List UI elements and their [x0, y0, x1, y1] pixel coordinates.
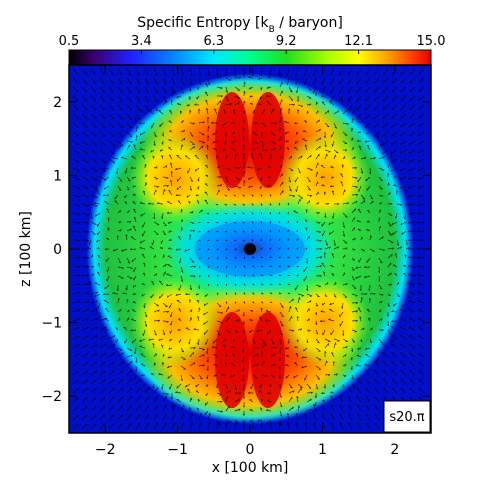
colorbar-tick-label: 3.4: [131, 34, 152, 49]
lobe-lower-left: [130, 277, 220, 367]
velocity-arrow-field: [72, 68, 425, 430]
model-label-box: [383, 400, 431, 433]
colorbar-ticks: 0.5 3.4 6.3 9.2 12.1 15.0: [59, 34, 446, 54]
y-tick-label: 1: [53, 168, 62, 184]
x-tick-label: 0: [246, 442, 255, 458]
colorbar-tick-label: 6.3: [203, 34, 224, 49]
y-tick-label: 0: [53, 242, 62, 258]
y-axis-ticks: −2 −1 0 1 2: [41, 95, 431, 405]
jet-upper-left: [215, 92, 249, 188]
jet-upper-right: [251, 92, 285, 188]
colorbar-tick-label: 0.5: [59, 34, 80, 49]
y-axis-label: z [100 km]: [18, 211, 34, 287]
x-tick-label: −2: [95, 442, 116, 458]
proto-neutron-star: [244, 243, 256, 255]
y-tick-label: −1: [41, 316, 62, 332]
velocity-vectors: [72, 68, 425, 430]
y-tick-label: 2: [53, 95, 62, 111]
y-tick-label: −2: [41, 389, 62, 405]
lobe-upper-right: [280, 133, 370, 223]
x-axis-ticks: −2 −1 0 1 2: [95, 65, 399, 458]
x-tick-label: −1: [167, 442, 188, 458]
x-tick-label: 2: [390, 442, 399, 458]
jet-lower-right: [251, 312, 285, 408]
x-tick-label: 1: [318, 442, 327, 458]
jet-lower-left: [215, 312, 249, 408]
lobe-lower-right: [280, 277, 370, 367]
colorbar-tick-label: 15.0: [417, 34, 446, 49]
model-label: s20.π: [389, 410, 424, 425]
heatmap-field: [69, 65, 431, 433]
x-axis-label: x [100 km]: [212, 460, 289, 476]
colorbar: [68, 49, 432, 66]
colorbar-tick-label: 12.1: [344, 34, 373, 49]
colorbar-tick-label: 9.2: [276, 34, 297, 49]
chart-title: Specific Entropy [kB / baryon]: [137, 15, 343, 35]
